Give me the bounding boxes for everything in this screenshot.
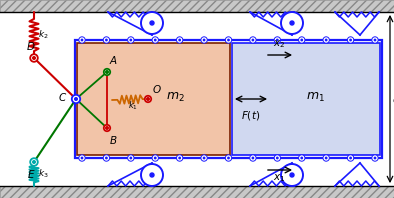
Circle shape <box>299 37 305 43</box>
Circle shape <box>301 39 303 41</box>
Circle shape <box>323 155 329 161</box>
Circle shape <box>177 37 183 43</box>
Circle shape <box>152 155 158 161</box>
Circle shape <box>75 98 77 100</box>
Circle shape <box>250 155 256 161</box>
Text: $A$: $A$ <box>109 54 118 66</box>
Circle shape <box>281 164 303 186</box>
Bar <box>0 0 394 12</box>
Circle shape <box>128 37 134 43</box>
Circle shape <box>103 155 110 161</box>
Circle shape <box>372 37 378 43</box>
Bar <box>75 40 382 158</box>
Circle shape <box>225 155 232 161</box>
Text: $k_3$: $k_3$ <box>38 168 49 180</box>
Circle shape <box>348 37 354 43</box>
Circle shape <box>277 39 278 41</box>
Circle shape <box>274 37 281 43</box>
Circle shape <box>81 157 83 159</box>
Circle shape <box>350 39 351 41</box>
Circle shape <box>250 37 256 43</box>
Circle shape <box>106 127 108 129</box>
Circle shape <box>228 157 229 159</box>
Circle shape <box>141 164 163 186</box>
Circle shape <box>290 173 294 177</box>
Circle shape <box>154 39 156 41</box>
Text: $C$: $C$ <box>58 91 67 103</box>
Text: $m_1$: $m_1$ <box>305 90 324 104</box>
Circle shape <box>277 157 278 159</box>
Bar <box>77 43 230 155</box>
Text: $F(t)$: $F(t)$ <box>242 109 260 122</box>
Text: $D$: $D$ <box>26 40 36 52</box>
Circle shape <box>128 155 134 161</box>
Text: $k_1$: $k_1$ <box>128 100 138 112</box>
Circle shape <box>141 12 163 34</box>
Circle shape <box>281 12 303 34</box>
Text: $E$: $E$ <box>27 168 35 180</box>
Circle shape <box>374 157 376 159</box>
Circle shape <box>130 157 132 159</box>
Circle shape <box>179 39 180 41</box>
Circle shape <box>104 69 110 75</box>
Text: $O$: $O$ <box>152 83 162 95</box>
Bar <box>0 186 394 198</box>
Circle shape <box>252 157 254 159</box>
Circle shape <box>154 157 156 159</box>
Circle shape <box>147 98 149 100</box>
Circle shape <box>130 39 132 41</box>
Circle shape <box>372 155 378 161</box>
Circle shape <box>299 155 305 161</box>
Circle shape <box>325 157 327 159</box>
Text: $x_2$: $x_2$ <box>273 38 285 50</box>
Circle shape <box>33 57 35 59</box>
Circle shape <box>290 21 294 25</box>
Circle shape <box>252 39 254 41</box>
Circle shape <box>274 155 281 161</box>
Circle shape <box>201 37 207 43</box>
Circle shape <box>79 155 85 161</box>
Circle shape <box>350 157 351 159</box>
Text: $d$: $d$ <box>392 93 394 105</box>
Circle shape <box>179 157 180 159</box>
Text: $B$: $B$ <box>109 134 117 146</box>
Circle shape <box>374 39 376 41</box>
Circle shape <box>228 39 229 41</box>
Circle shape <box>72 95 80 103</box>
Circle shape <box>150 21 154 25</box>
Text: $m_2$: $m_2$ <box>165 90 184 104</box>
Circle shape <box>104 125 110 131</box>
Circle shape <box>33 161 35 163</box>
Circle shape <box>79 37 85 43</box>
Text: $x_1$: $x_1$ <box>273 172 285 184</box>
Bar <box>232 43 380 155</box>
Circle shape <box>348 155 354 161</box>
Circle shape <box>201 155 207 161</box>
Circle shape <box>177 155 183 161</box>
Circle shape <box>203 39 205 41</box>
Circle shape <box>203 157 205 159</box>
Circle shape <box>325 39 327 41</box>
Circle shape <box>30 158 38 166</box>
Circle shape <box>30 54 38 62</box>
Circle shape <box>106 39 107 41</box>
Bar <box>0 186 394 198</box>
Circle shape <box>106 71 108 73</box>
Circle shape <box>150 173 154 177</box>
Bar <box>0 0 394 12</box>
Circle shape <box>225 37 232 43</box>
Circle shape <box>152 37 158 43</box>
Circle shape <box>103 37 110 43</box>
Circle shape <box>301 157 303 159</box>
Circle shape <box>145 96 151 102</box>
Circle shape <box>323 37 329 43</box>
Circle shape <box>81 39 83 41</box>
Text: $k_2$: $k_2$ <box>38 29 48 41</box>
Circle shape <box>106 157 107 159</box>
